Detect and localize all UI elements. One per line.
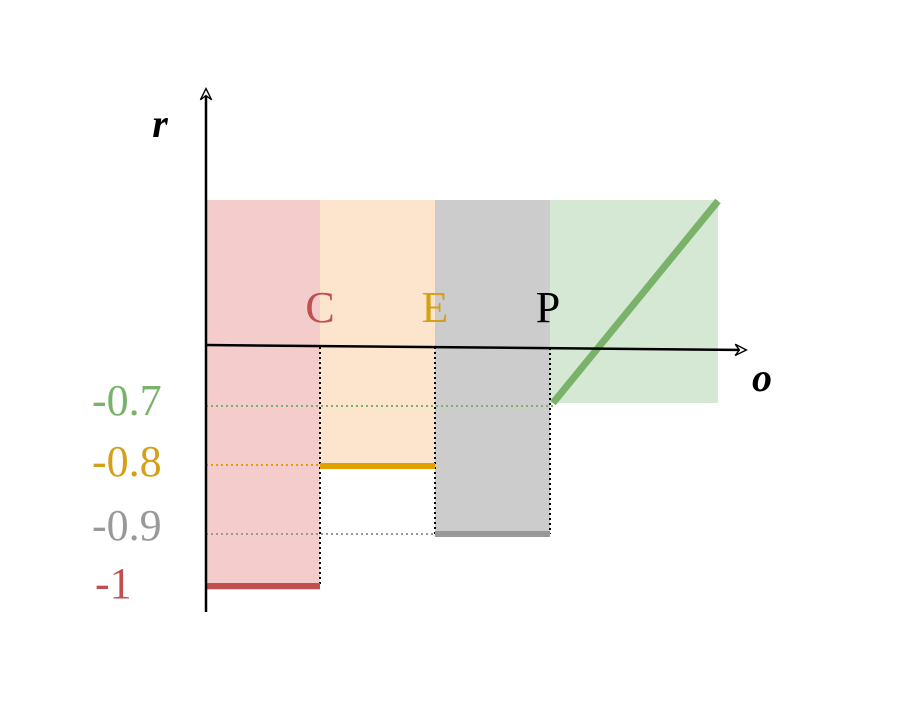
- y-axis-label: r: [152, 101, 168, 146]
- level-label: -0.8: [92, 437, 162, 486]
- region-c: [206, 200, 320, 590]
- level-label: -1: [95, 559, 132, 608]
- x-axis: [205, 345, 745, 350]
- x-axis-label: o: [752, 355, 772, 400]
- point-label: C: [305, 283, 334, 332]
- level-label: -0.7: [92, 376, 162, 425]
- region-e: [320, 200, 435, 465]
- point-label: P: [536, 283, 560, 332]
- point-label: E: [422, 283, 449, 332]
- region-p: [435, 200, 550, 535]
- reward-positive: [550, 198, 721, 406]
- level-label: -0.9: [92, 501, 162, 550]
